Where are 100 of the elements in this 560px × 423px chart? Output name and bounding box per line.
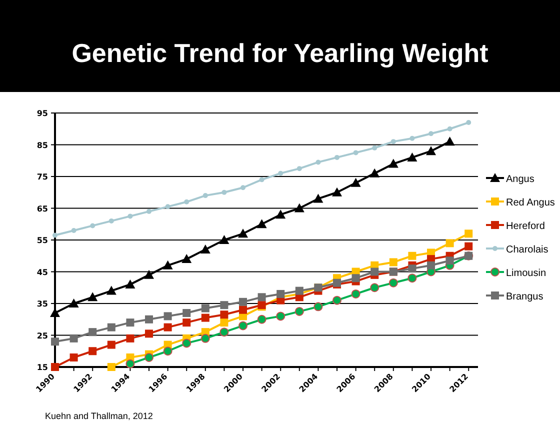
point [50,308,60,318]
point [278,170,284,176]
point [294,306,304,316]
point [184,199,190,204]
point [238,321,248,330]
point [128,214,133,219]
point [332,296,342,305]
point [220,301,228,310]
point [107,363,116,371]
point [165,204,170,210]
point [145,330,153,338]
point [126,318,134,327]
point [352,274,360,282]
point [182,338,192,348]
point [70,353,78,362]
point [410,136,415,141]
point [144,352,154,362]
point [334,154,340,160]
y-tick-label: 15 [36,363,48,372]
point [239,298,247,306]
point [390,139,396,144]
y-tick-label: 55 [36,236,48,245]
point [220,310,228,319]
point [90,223,96,228]
point [426,146,436,156]
legend-label: Hereford [506,221,545,232]
point [276,290,285,298]
point [295,286,304,295]
point [88,347,97,356]
point [222,190,227,195]
point [408,274,417,283]
point [464,230,473,238]
point [276,210,286,219]
point [446,239,454,248]
y-tick-label: 45 [36,268,48,277]
point [408,264,416,273]
point [71,228,76,233]
point [52,232,58,238]
point [294,203,304,212]
point [428,131,434,136]
point [259,177,264,182]
point [240,185,246,190]
point [276,312,286,321]
point [201,314,210,322]
point [427,261,435,270]
point [108,218,114,224]
point [126,334,134,342]
y-tick-label: 95 [36,109,48,118]
legend-label: Limousin [506,268,546,279]
point [296,166,302,172]
point [219,235,230,244]
point [201,304,210,312]
point [68,298,79,308]
point [51,338,59,346]
point [238,228,248,238]
point [314,302,323,312]
point [125,279,136,288]
chart-title: Genetic Trend for Yearling Weight [72,38,489,68]
point [162,260,173,270]
point [407,152,418,162]
point [70,334,78,342]
point [316,160,321,165]
point [444,136,455,146]
point [370,283,380,292]
point [107,340,116,349]
y-tick-label: 35 [36,300,48,308]
point [107,323,116,332]
y-tick-label: 75 [36,172,48,182]
point [182,254,192,264]
legend-label: Brangus [506,292,544,302]
point [144,270,154,279]
point [350,178,361,187]
legend-label: Angus [506,174,534,185]
point [257,314,266,324]
y-tick-label: 25 [36,331,48,340]
point [164,312,172,320]
point [313,194,324,203]
point [88,292,98,302]
point [388,158,398,168]
point [446,256,454,265]
point [466,120,472,126]
point [389,258,398,266]
point [200,334,210,343]
point [372,145,378,150]
y-tick-label: 85 [36,140,48,150]
point [146,208,152,214]
point [163,346,172,356]
point [351,289,360,298]
point [408,252,416,260]
point [88,328,97,336]
point [106,286,116,295]
point [145,315,153,324]
point [51,363,59,371]
y-tick-label: 65 [36,204,48,214]
point [220,318,228,327]
point [202,193,208,198]
point [220,328,229,337]
point [388,278,398,288]
point [370,268,379,276]
legend-label: Charolais [506,244,548,256]
